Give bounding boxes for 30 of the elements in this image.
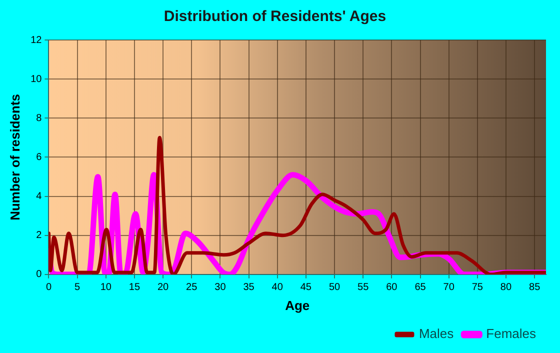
x-tick-label: 55 (358, 282, 370, 294)
x-tick-label: 35 (243, 282, 255, 294)
x-axis-title: Age (285, 298, 310, 313)
x-tick-label: 25 (186, 282, 198, 294)
x-tick-label: 20 (157, 282, 170, 294)
x-tick-label: 65 (414, 282, 426, 294)
y-tick-label: 0 (36, 269, 42, 280)
x-tick-label: 50 (328, 282, 341, 294)
y-tick-label: 8 (36, 112, 42, 124)
y-axis-title: Number of residents (7, 94, 22, 220)
chart-title: Distribution of Residents' Ages (164, 8, 386, 26)
x-tick-label: 45 (300, 282, 312, 294)
x-tick-label: 80 (500, 282, 512, 294)
x-tick-label: 10 (100, 282, 112, 294)
legend-label: Females (486, 326, 536, 342)
y-tick-label: 12 (30, 34, 42, 46)
y-tick-label: 10 (30, 74, 42, 85)
x-tick-label: 5 (74, 282, 81, 294)
x-tick-label: 85 (529, 282, 541, 294)
y-tick-label: 6 (36, 152, 42, 163)
x-tick-label: 75 (472, 282, 484, 294)
x-tick-label: 15 (128, 282, 140, 294)
x-tick-label: 60 (386, 282, 398, 294)
x-tick-label: 70 (443, 282, 455, 294)
y-tick-label: 4 (36, 191, 42, 202)
x-tick-label: 0 (46, 282, 52, 294)
x-tick-label: 40 (272, 282, 284, 294)
y-tick-label: 2 (36, 230, 42, 242)
legend-label: Males (418, 326, 454, 342)
x-tick-label: 30 (214, 282, 226, 294)
